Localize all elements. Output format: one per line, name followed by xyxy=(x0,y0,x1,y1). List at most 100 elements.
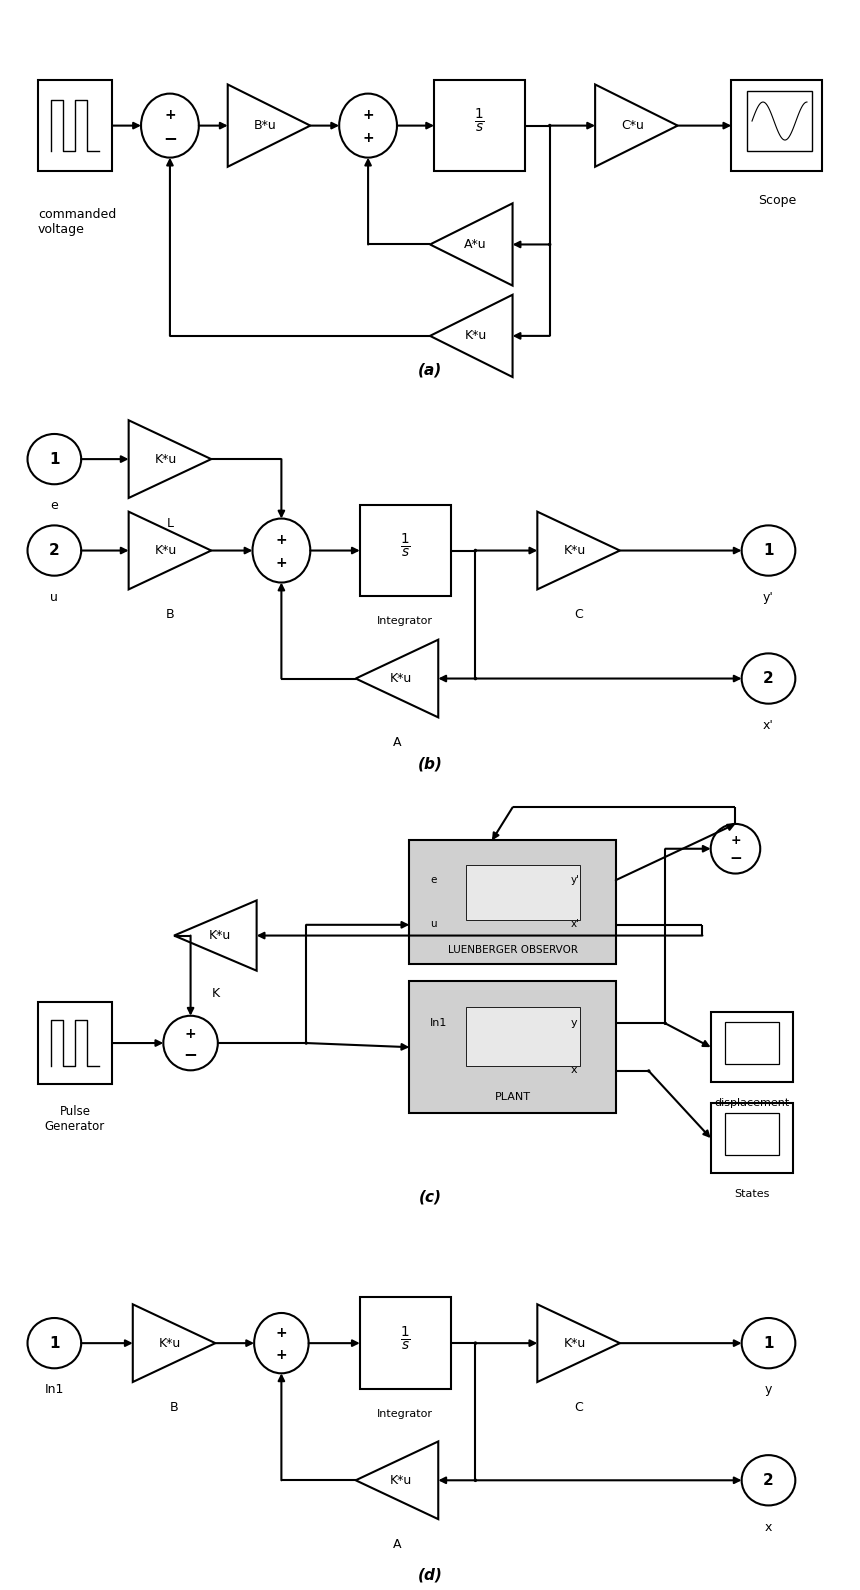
Text: K*u: K*u xyxy=(390,673,412,685)
Circle shape xyxy=(664,1022,667,1024)
Text: K*u: K*u xyxy=(159,1337,181,1350)
Text: −: − xyxy=(729,851,742,867)
Bar xyxy=(38,1002,112,1084)
Text: +: + xyxy=(185,1027,196,1041)
Text: Pulse
Generator: Pulse Generator xyxy=(45,1105,105,1134)
Text: PLANT: PLANT xyxy=(494,1092,531,1102)
Bar xyxy=(710,1013,793,1083)
Text: C*u: C*u xyxy=(621,119,643,132)
Bar xyxy=(466,865,580,921)
Text: u: u xyxy=(51,591,58,604)
Bar xyxy=(466,1006,580,1067)
Ellipse shape xyxy=(28,1318,81,1369)
Text: A*u: A*u xyxy=(464,238,487,251)
Text: LUENBERGER OBSERVOR: LUENBERGER OBSERVOR xyxy=(447,944,578,954)
Bar xyxy=(710,1103,793,1173)
Text: (b): (b) xyxy=(418,757,442,771)
Text: A: A xyxy=(393,736,402,749)
Text: In1: In1 xyxy=(430,1018,447,1029)
Circle shape xyxy=(648,1070,650,1072)
Text: A: A xyxy=(393,1538,402,1550)
Circle shape xyxy=(475,677,476,679)
Polygon shape xyxy=(129,512,212,590)
Bar xyxy=(38,80,112,172)
Text: 2: 2 xyxy=(763,671,774,685)
Circle shape xyxy=(475,1342,476,1344)
Text: K*u: K*u xyxy=(155,453,177,466)
Circle shape xyxy=(141,94,199,157)
Text: B: B xyxy=(166,607,175,622)
Polygon shape xyxy=(356,1442,439,1518)
Text: $\frac{1}{s}$: $\frac{1}{s}$ xyxy=(400,531,410,560)
Text: +: + xyxy=(275,533,287,547)
Bar xyxy=(725,1113,779,1154)
Text: +: + xyxy=(275,556,287,571)
Text: (a): (a) xyxy=(418,363,442,377)
Text: +: + xyxy=(362,108,374,122)
Text: 2: 2 xyxy=(763,1472,774,1488)
Text: 1: 1 xyxy=(49,452,59,466)
Polygon shape xyxy=(430,294,513,377)
Text: K: K xyxy=(212,987,219,1000)
Text: 2: 2 xyxy=(49,544,59,558)
Ellipse shape xyxy=(28,525,81,576)
Text: Integrator: Integrator xyxy=(378,617,433,626)
Text: x': x' xyxy=(763,719,774,731)
Text: 1: 1 xyxy=(763,1336,774,1350)
Text: +: + xyxy=(275,1348,287,1363)
Text: +: + xyxy=(730,835,740,847)
Bar xyxy=(434,80,525,172)
Text: Integrator: Integrator xyxy=(378,1409,433,1418)
Text: In1: In1 xyxy=(45,1383,64,1396)
Circle shape xyxy=(253,518,310,582)
Text: $\frac{1}{s}$: $\frac{1}{s}$ xyxy=(474,107,485,134)
Bar xyxy=(359,1297,451,1390)
Text: displacement: displacement xyxy=(715,1099,789,1108)
Text: $\frac{1}{s}$: $\frac{1}{s}$ xyxy=(400,1324,410,1352)
Text: L: L xyxy=(167,517,174,529)
Text: −: − xyxy=(184,1045,198,1062)
Text: B: B xyxy=(169,1401,178,1414)
Text: commanded
voltage: commanded voltage xyxy=(38,208,116,235)
Circle shape xyxy=(475,550,476,552)
Text: y': y' xyxy=(763,591,774,604)
Polygon shape xyxy=(595,84,678,167)
Text: y: y xyxy=(570,1018,577,1029)
Circle shape xyxy=(549,124,550,127)
Text: K*u: K*u xyxy=(208,929,230,941)
Text: K*u: K*u xyxy=(563,1337,586,1350)
Bar xyxy=(746,91,812,151)
Text: +: + xyxy=(275,1326,287,1340)
Circle shape xyxy=(305,1041,307,1045)
Bar xyxy=(409,841,616,965)
Text: C: C xyxy=(574,1401,583,1414)
Text: (c): (c) xyxy=(419,1189,441,1204)
Text: K*u: K*u xyxy=(390,1474,412,1487)
Text: C: C xyxy=(574,607,583,622)
Ellipse shape xyxy=(741,525,796,576)
Polygon shape xyxy=(430,204,513,286)
Polygon shape xyxy=(228,84,310,167)
Text: 1: 1 xyxy=(49,1336,59,1350)
Text: −: − xyxy=(163,129,177,148)
Polygon shape xyxy=(129,420,212,498)
Bar xyxy=(409,981,616,1113)
Text: Scope: Scope xyxy=(758,194,796,207)
Text: x: x xyxy=(570,1065,577,1075)
Polygon shape xyxy=(356,639,439,717)
Text: e: e xyxy=(430,875,436,886)
Text: K*u: K*u xyxy=(464,329,487,342)
Ellipse shape xyxy=(28,434,81,485)
Ellipse shape xyxy=(741,1455,796,1506)
Circle shape xyxy=(255,1313,309,1374)
Text: x: x xyxy=(765,1520,772,1533)
Text: u: u xyxy=(430,919,437,929)
Circle shape xyxy=(163,1016,218,1070)
Text: K*u: K*u xyxy=(155,544,177,556)
Text: (d): (d) xyxy=(418,1568,442,1582)
Bar xyxy=(359,506,451,596)
Text: +: + xyxy=(362,132,374,145)
Bar xyxy=(731,80,822,172)
Text: B*u: B*u xyxy=(254,119,276,132)
Circle shape xyxy=(549,243,550,245)
